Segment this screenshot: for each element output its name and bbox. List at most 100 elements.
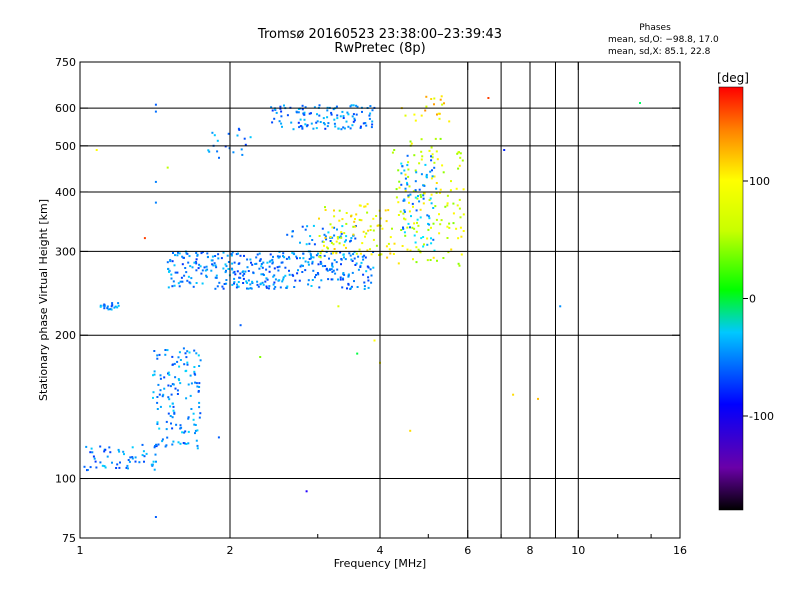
data-point — [639, 102, 641, 104]
data-point — [402, 227, 405, 230]
data-point — [154, 201, 157, 204]
data-point — [271, 258, 274, 261]
data-point — [282, 255, 284, 258]
data-point — [275, 111, 278, 114]
data-point — [83, 465, 86, 468]
data-point — [360, 261, 363, 264]
data-point — [273, 117, 276, 120]
data-point — [125, 466, 128, 469]
data-point — [352, 233, 355, 236]
data-point — [361, 255, 364, 258]
data-point — [409, 249, 412, 252]
data-point — [195, 382, 198, 385]
data-point — [418, 162, 421, 165]
data-point — [225, 269, 227, 272]
data-point — [403, 209, 406, 212]
data-point — [332, 269, 335, 272]
data-point — [184, 370, 187, 373]
data-point — [127, 459, 130, 461]
data-point — [304, 260, 307, 263]
data-point — [420, 158, 423, 161]
data-point — [179, 442, 182, 445]
data-point — [363, 285, 366, 288]
data-point — [242, 274, 245, 277]
data-point — [156, 408, 159, 410]
data-point — [350, 215, 352, 218]
data-point — [353, 117, 356, 120]
data-point — [243, 254, 245, 257]
data-point — [264, 280, 267, 283]
data-point — [309, 257, 312, 260]
data-point — [458, 207, 461, 210]
data-point — [307, 261, 310, 264]
data-point — [355, 262, 358, 265]
data-point — [461, 159, 464, 162]
data-point — [269, 253, 272, 256]
data-point — [345, 239, 347, 242]
data-point — [316, 120, 319, 123]
data-point — [107, 308, 110, 311]
data-point — [343, 232, 346, 235]
data-point — [156, 354, 159, 357]
data-point — [179, 424, 182, 427]
data-point — [361, 242, 364, 245]
data-point — [404, 189, 407, 192]
data-point — [184, 267, 187, 269]
data-point — [446, 202, 449, 205]
data-point — [332, 108, 335, 111]
data-point — [428, 223, 431, 226]
data-point — [447, 251, 450, 254]
data-point — [280, 115, 283, 118]
data-point — [414, 189, 417, 192]
data-point — [222, 251, 225, 254]
data-point — [426, 259, 429, 262]
colorbar-tick-label: 100 — [749, 175, 770, 188]
data-point — [169, 385, 172, 388]
data-point — [333, 248, 336, 250]
data-point — [191, 266, 194, 269]
data-point — [336, 268, 339, 271]
data-point — [403, 210, 406, 213]
data-point — [371, 109, 374, 112]
data-point — [417, 224, 420, 227]
data-point — [358, 204, 361, 207]
data-point — [167, 384, 170, 387]
data-point — [423, 192, 426, 195]
data-point — [326, 109, 329, 112]
data-point — [187, 275, 190, 278]
data-point — [378, 254, 380, 256]
data-point — [152, 391, 155, 394]
data-point — [159, 377, 162, 380]
data-point — [235, 253, 238, 256]
data-point — [247, 287, 250, 290]
data-point — [359, 127, 362, 129]
data-point — [406, 181, 408, 184]
data-point — [234, 273, 237, 276]
data-point — [362, 273, 365, 276]
data-point — [181, 263, 184, 266]
data-point — [363, 288, 366, 290]
data-point — [389, 236, 392, 239]
data-point — [193, 372, 196, 375]
data-point — [370, 253, 373, 256]
data-point — [333, 234, 336, 237]
data-point — [246, 287, 248, 290]
data-point — [189, 374, 192, 377]
data-point — [258, 267, 261, 270]
data-point — [339, 235, 342, 238]
data-point — [204, 269, 207, 272]
data-point — [215, 266, 218, 269]
data-point — [178, 379, 181, 382]
data-point — [173, 264, 176, 267]
data-point — [262, 283, 265, 286]
data-point — [412, 190, 415, 193]
data-point — [349, 105, 352, 108]
data-point — [430, 193, 433, 196]
data-point — [170, 277, 173, 280]
data-point — [430, 146, 433, 149]
data-point — [179, 382, 182, 385]
data-point — [353, 257, 356, 260]
data-point — [306, 225, 309, 228]
data-point — [237, 281, 240, 283]
data-point — [205, 275, 208, 278]
